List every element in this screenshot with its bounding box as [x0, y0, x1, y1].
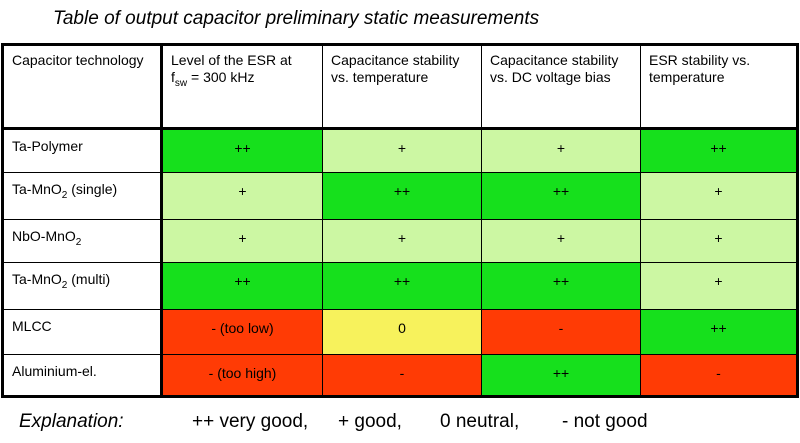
legend-good: + good,	[338, 411, 402, 432]
rating-cell: ++	[640, 309, 798, 355]
header-esr-stability-temperature: ESR stability vs. temperature	[640, 44, 798, 130]
rating-cell: +	[481, 128, 641, 173]
rating-cell: ++	[481, 262, 641, 310]
rating-cell: +	[322, 219, 482, 263]
header-cap-stability-dc-bias: Capacitance stability vs. DC voltage bia…	[481, 44, 641, 130]
technology-subscript: 2	[61, 279, 68, 291]
technology-subscript: 2	[75, 236, 82, 248]
technology-suffix: (multi)	[67, 271, 111, 287]
header-cap-stability-temperature: Capacitance stability vs. temperature	[322, 44, 482, 130]
rating-cell: -	[481, 309, 641, 355]
rating-cell: +	[640, 262, 798, 310]
measurement-table: Capacitor technology Level of the ESR at…	[1, 43, 799, 398]
rating-cell: +	[161, 172, 323, 220]
technology-name: Aluminium-el.	[12, 363, 97, 379]
rating-cell: +	[640, 172, 798, 220]
rating-cell: +	[161, 219, 323, 263]
header-esr-level-suffix: = 300 kHz	[187, 69, 255, 85]
rating-cell: +	[322, 128, 482, 173]
technology-name: Ta-MnO	[12, 181, 62, 197]
table-row: NbO-MnO2 + + + +	[2, 219, 798, 263]
technology-name: MLCC	[12, 318, 52, 334]
legend-not-good: - not good	[562, 411, 648, 432]
header-capacitor-technology: Capacitor technology	[2, 44, 163, 130]
rating-cell: ++	[161, 128, 323, 173]
technology-suffix: (single)	[67, 181, 118, 197]
header-esr-level-symbol: f	[171, 69, 175, 85]
table-row: Ta-Polymer ++ + + ++	[2, 128, 798, 173]
rating-cell: ++	[322, 172, 482, 220]
rating-cell: ++	[481, 172, 641, 220]
rating-cell: - (too high)	[161, 354, 323, 397]
legend-very-good: ++ very good,	[192, 411, 309, 432]
table-row: Ta-MnO2 (single) + ++ ++ +	[2, 172, 798, 220]
row-technology: NbO-MnO2	[2, 219, 163, 263]
technology-name: Ta-Polymer	[12, 138, 83, 154]
rating-cell: ++	[322, 262, 482, 310]
row-technology: MLCC	[2, 309, 163, 355]
technology-name: Ta-MnO	[12, 271, 62, 287]
explanation-legend: Explanation: ++ very good, + good, 0 neu…	[0, 411, 800, 441]
rating-cell: +	[640, 219, 798, 263]
rating-cell: ++	[481, 354, 641, 397]
table-row: MLCC - (too low) 0 - ++	[2, 309, 798, 355]
header-esr-level-prefix: Level of the ESR at	[171, 52, 292, 68]
rating-cell: -	[640, 354, 798, 397]
table-title: Table of output capacitor preliminary st…	[53, 8, 540, 29]
table-row: Aluminium-el. - (too high) - ++ -	[2, 354, 798, 397]
technology-subscript: 2	[61, 189, 68, 201]
rating-cell: ++	[161, 262, 323, 310]
header-esr-level-subscript: sw	[174, 77, 188, 89]
rating-cell: ++	[640, 128, 798, 173]
explanation-label: Explanation:	[19, 411, 124, 432]
header-esr-level: Level of the ESR at fsw = 300 kHz	[161, 44, 323, 130]
technology-name: NbO-MnO	[12, 228, 76, 244]
table-row: Ta-MnO2 (multi) ++ ++ ++ +	[2, 262, 798, 310]
row-technology: Ta-MnO2 (single)	[2, 172, 163, 220]
header-row: Capacitor technology Level of the ESR at…	[2, 44, 798, 130]
rating-cell: -	[322, 354, 482, 397]
row-technology: Ta-Polymer	[2, 128, 163, 173]
row-technology: Aluminium-el.	[2, 354, 163, 397]
rating-cell: 0	[322, 309, 482, 355]
rating-cell: +	[481, 219, 641, 263]
legend-neutral: 0 neutral,	[440, 411, 520, 432]
row-technology: Ta-MnO2 (multi)	[2, 262, 163, 310]
rating-cell: - (too low)	[161, 309, 323, 355]
